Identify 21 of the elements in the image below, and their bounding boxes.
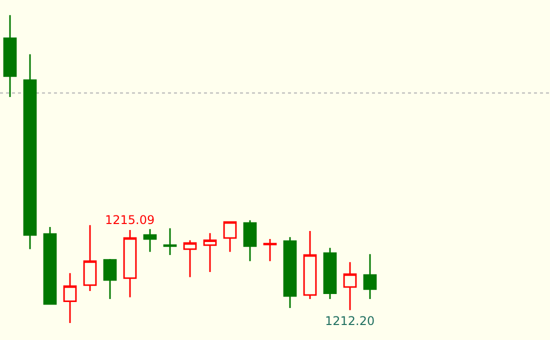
candlestick (103, 258, 117, 300)
candlestick (83, 224, 97, 292)
annotation: 1212.20 (325, 314, 375, 328)
annotation: 1215.09 (105, 213, 155, 227)
candlestick (203, 232, 217, 273)
candlestick (243, 219, 257, 262)
candlestick (3, 14, 17, 98)
candlestick (163, 227, 177, 256)
candlestick (183, 239, 197, 278)
candlestick (303, 230, 317, 300)
candlestick (263, 238, 277, 262)
candlestick (43, 226, 57, 306)
candlestick (63, 272, 77, 324)
candlestick (143, 228, 157, 253)
candlestick (223, 221, 237, 253)
candlestick (283, 236, 297, 309)
candlestick (343, 261, 357, 311)
candlestick (123, 229, 137, 298)
candlestick (23, 53, 37, 250)
candlestick (323, 247, 337, 300)
candlestick (363, 253, 377, 300)
